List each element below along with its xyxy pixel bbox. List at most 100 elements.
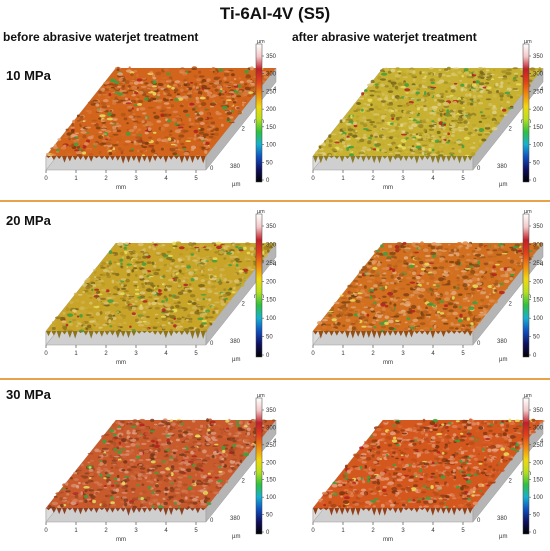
edge-spike xyxy=(67,331,73,338)
colorbar-tick-label: 50 xyxy=(266,160,273,166)
x-tick-label: 1 xyxy=(74,351,78,357)
z-axis-label: 380 xyxy=(230,164,241,170)
edge-spike xyxy=(457,156,462,164)
edge-spike xyxy=(99,156,105,160)
edge-spike xyxy=(104,508,110,513)
edge-spike xyxy=(435,156,441,164)
edge-spike xyxy=(195,331,201,339)
x-tick-label: 3 xyxy=(134,528,138,534)
x-tick-label: 4 xyxy=(431,176,435,182)
x-tick-label: 3 xyxy=(401,176,405,182)
edge-spike xyxy=(67,156,73,162)
edge-spike xyxy=(355,331,361,337)
colorbar-unit: µm xyxy=(524,209,532,215)
colorbar-unit: µm xyxy=(524,393,532,399)
y-tick-label: 2 xyxy=(509,478,513,484)
y-tick-label: 4 xyxy=(540,439,544,445)
edge-spike xyxy=(110,156,115,161)
edge-spike xyxy=(339,331,345,335)
edge-spike xyxy=(419,508,425,511)
edge-spike xyxy=(430,331,436,339)
x-tick-label: 1 xyxy=(341,528,345,534)
edge-spike xyxy=(446,508,452,514)
x-tick-label: 1 xyxy=(341,176,345,182)
x-tick-label: 0 xyxy=(311,176,315,182)
edge-spike xyxy=(152,331,158,335)
colorbar-tick-label: 250 xyxy=(266,261,277,267)
z-axis-label: 380 xyxy=(497,164,508,170)
colorbar-tick-label: 50 xyxy=(266,513,273,519)
edge-spike xyxy=(46,331,51,337)
colorbar-tick-label: 350 xyxy=(266,224,277,230)
z-axis-label: 380 xyxy=(497,339,508,345)
edge-spike xyxy=(136,331,142,334)
edge-spike xyxy=(409,156,414,160)
edge-spike xyxy=(329,156,334,159)
edge-spike xyxy=(313,156,318,163)
edge-spike xyxy=(382,508,388,516)
z-axis-label: 380 xyxy=(497,516,508,522)
edge-spike xyxy=(398,156,404,162)
edge-spike xyxy=(462,156,468,163)
edge-spike xyxy=(414,331,420,335)
colorbar-tick-label: 0 xyxy=(533,353,537,359)
edge-spike xyxy=(83,156,89,161)
edge-spike xyxy=(371,508,377,516)
edge-spike xyxy=(147,156,153,163)
edge-spike xyxy=(345,508,350,514)
surface-plot-before-10mpa: 012345mm024mm380µmµm35030025020015010050… xyxy=(44,39,277,191)
edge-spike xyxy=(174,156,179,160)
edge-spike xyxy=(382,156,388,159)
colorbar-tick-label: 100 xyxy=(533,143,544,149)
colorbar-tick-label: 350 xyxy=(533,224,544,230)
edge-spike xyxy=(184,331,190,335)
edge-spike xyxy=(110,331,115,336)
edge-spike xyxy=(126,331,131,339)
edge-spike xyxy=(51,331,57,336)
edge-spike xyxy=(152,156,158,162)
edge-spike xyxy=(168,156,174,160)
x-tick-label: 2 xyxy=(104,528,108,534)
edge-spike xyxy=(62,156,67,163)
edge-spike xyxy=(403,508,409,511)
colorbar-tick-label: 250 xyxy=(266,443,277,449)
edge-spike xyxy=(120,331,126,337)
edge-spike xyxy=(457,331,462,334)
edge-spike xyxy=(200,331,206,339)
edge-spike xyxy=(403,156,409,162)
edge-spike xyxy=(62,331,67,335)
colorbar-tick-label: 350 xyxy=(533,408,544,414)
colorbar-tick-label: 250 xyxy=(533,443,544,449)
x-tick-label: 2 xyxy=(104,351,108,357)
z-axis-unit: µm xyxy=(499,357,507,363)
colorbar-unit: µm xyxy=(257,209,265,215)
edge-spike xyxy=(334,156,340,160)
edge-spike xyxy=(366,156,372,161)
edge-spike xyxy=(467,156,473,161)
edge-spike xyxy=(195,508,201,514)
colorbar-tick-label: 150 xyxy=(266,478,277,484)
edge-spike xyxy=(78,508,83,515)
colorbar-tick-label: 300 xyxy=(533,72,544,78)
edge-spike xyxy=(78,331,83,334)
x-tick-label: 3 xyxy=(401,351,405,357)
edge-spike xyxy=(126,156,131,163)
y-tick-label: 4 xyxy=(273,439,277,445)
edge-spike xyxy=(131,156,137,162)
edge-spike xyxy=(457,508,462,512)
x-axis-unit: mm xyxy=(116,185,126,191)
edge-spike xyxy=(120,156,126,164)
x-tick-label: 2 xyxy=(371,176,375,182)
edge-spike xyxy=(467,508,473,514)
x-tick-label: 0 xyxy=(44,176,48,182)
edge-spike xyxy=(72,331,78,339)
edge-spike xyxy=(387,508,393,511)
edge-spike xyxy=(430,156,436,163)
edge-spike xyxy=(339,508,345,515)
edge-spike xyxy=(425,156,430,160)
colorbar-tick-label: 150 xyxy=(533,478,544,484)
edge-spike xyxy=(88,508,94,512)
edge-spike xyxy=(99,331,105,337)
colorbar-tick-label: 300 xyxy=(533,425,544,431)
edge-spike xyxy=(313,331,318,335)
